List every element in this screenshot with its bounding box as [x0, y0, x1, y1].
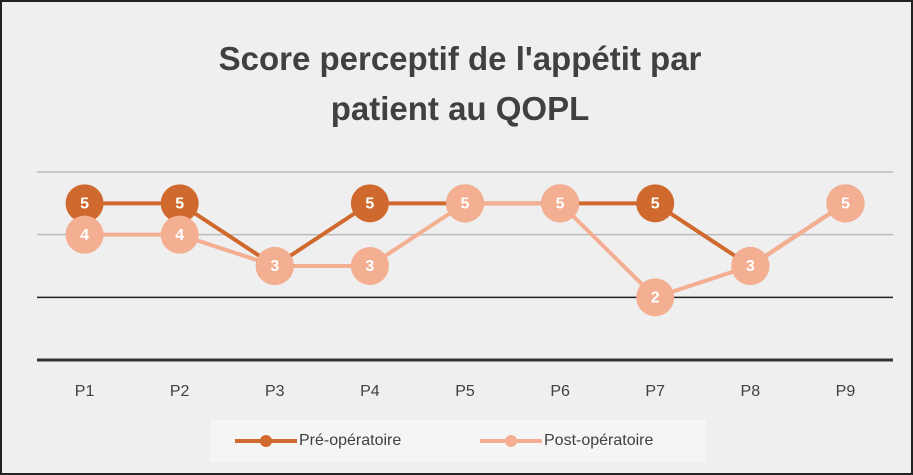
data-point — [255, 247, 294, 285]
data-point — [350, 247, 389, 285]
x-tick-label: P3 — [265, 383, 285, 400]
data-label: 5 — [80, 196, 89, 213]
x-tick-label: P2 — [170, 383, 190, 400]
data-label: 3 — [365, 258, 374, 275]
data-point — [350, 184, 389, 223]
x-tick-label: P9 — [836, 383, 856, 400]
data-point — [446, 184, 484, 223]
legend-label: Pré-opératoire — [299, 432, 401, 449]
data-label: 4 — [80, 227, 89, 244]
legend-marker — [260, 435, 272, 447]
data-point — [731, 247, 770, 285]
data-point — [826, 184, 865, 223]
data-label: 5 — [365, 196, 374, 213]
data-point — [65, 184, 104, 223]
x-tick-label: P5 — [455, 383, 475, 400]
x-tick-label: P8 — [741, 383, 761, 400]
legend-label: Post-opératoire — [544, 432, 653, 449]
data-label: 5 — [556, 196, 565, 213]
data-point — [541, 184, 580, 223]
data-label: 5 — [651, 196, 660, 213]
data-label: 3 — [270, 258, 279, 275]
data-label: 3 — [746, 258, 755, 275]
x-tick-label: P1 — [75, 383, 95, 400]
data-label: 2 — [651, 290, 660, 307]
x-tick-label: P6 — [550, 383, 570, 400]
data-label: 5 — [175, 196, 184, 213]
chart-title: Score perceptif de l'appétit par patient… — [218, 40, 702, 127]
data-label: 5 — [841, 196, 850, 213]
data-point — [636, 184, 675, 223]
data-label: 4 — [175, 227, 184, 244]
x-tick-label: P7 — [645, 383, 665, 400]
data-point — [65, 215, 104, 254]
legend-marker — [505, 435, 517, 447]
data-point — [160, 184, 199, 223]
data-label: 5 — [461, 196, 470, 213]
x-tick-label: P4 — [360, 383, 380, 400]
data-point — [160, 215, 199, 254]
data-point — [636, 278, 675, 317]
